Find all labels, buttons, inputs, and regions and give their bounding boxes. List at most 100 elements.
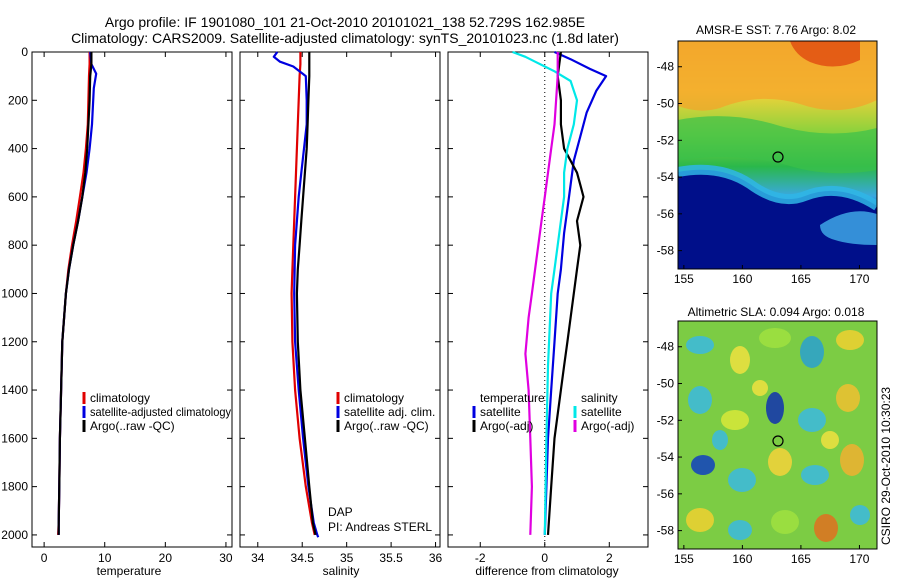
sst-map <box>678 41 877 269</box>
series-line-cyan <box>512 50 579 535</box>
side-timestamp: CSIRO 29-Oct-2010 10:30:23 <box>879 387 893 545</box>
sst-map-axes: 155 160 165 170 -48 -50 -52 -54 -56 -58 <box>657 60 870 286</box>
x-tick-label: 20 <box>159 551 173 565</box>
map-x-tick-label: 165 <box>791 552 811 566</box>
sla-blob <box>759 328 791 348</box>
map-y-tick-label: -58 <box>657 244 675 258</box>
sst-green-band <box>678 116 877 174</box>
map-y-tick-label: -56 <box>657 487 675 501</box>
map-x-tick-label: 160 <box>732 272 752 286</box>
temperature-legend: climatology satellite-adjusted climatolo… <box>82 391 231 433</box>
map-x-tick-label: 155 <box>674 552 694 566</box>
temperature-axes <box>31 51 233 548</box>
sla-blob <box>730 346 750 374</box>
sla-blob <box>840 444 864 476</box>
map-y-tick-label: -58 <box>657 524 675 538</box>
sla-blob <box>686 336 714 354</box>
sla-blob <box>728 468 756 492</box>
map-y-tick-label: -54 <box>657 450 675 464</box>
series-line-magenta <box>524 52 559 535</box>
y-tick-label: 1000 <box>1 286 28 300</box>
x-tick-label: 34 <box>251 551 265 565</box>
x-tick-label: -2 <box>475 551 486 565</box>
y-tick-label: 600 <box>8 190 28 204</box>
sla-blob <box>800 336 824 368</box>
header-line-2: Climatology: CARS2009. Satellite-adjuste… <box>71 30 619 46</box>
x-tick-label: 10 <box>98 551 112 565</box>
sst-map-title: AMSR-E SST: 7.76 Argo: 8.02 <box>696 23 856 37</box>
map-y-tick-label: -48 <box>657 340 675 354</box>
sst-lightblue-tongue <box>820 211 877 245</box>
legend-climatology: climatology <box>344 391 404 405</box>
x-tick-label: 35.5 <box>379 551 403 565</box>
difference-xlabel: difference from climatology <box>475 564 618 578</box>
sla-blob <box>721 410 749 430</box>
legend-temperature-heading: temperature <box>480 391 545 405</box>
sla-blob <box>691 455 715 475</box>
difference-axes <box>447 51 649 548</box>
map-x-tick-label: 170 <box>849 272 869 286</box>
series-line-red <box>290 52 316 536</box>
sla-blob <box>686 508 714 532</box>
y-tick-label: 1800 <box>1 480 28 494</box>
y-tick-label: 800 <box>8 238 28 252</box>
map-y-tick-label: -52 <box>657 413 675 427</box>
header-line-1: Argo profile: IF 1901080_101 21-Oct-2010… <box>105 14 585 30</box>
series-line-black <box>295 52 317 536</box>
series-line-blue <box>543 50 608 535</box>
series-line-black <box>57 52 93 535</box>
sla-blob <box>801 465 829 485</box>
sla-blob <box>798 408 826 432</box>
sla-blob <box>728 520 752 540</box>
map-y-tick-label: -50 <box>657 377 675 391</box>
legend-satellite-adj: satellite adj. clim. <box>344 405 435 419</box>
dap-label: DAP <box>328 505 353 519</box>
legend-argo: Argo(..raw -QC) <box>90 419 175 433</box>
sla-blob <box>752 380 768 396</box>
map-x-tick-label: 170 <box>849 552 869 566</box>
sla-blob <box>688 386 712 414</box>
y-tick-label: 1200 <box>1 335 28 349</box>
sla-blob <box>814 514 838 542</box>
map-x-tick-label: 160 <box>732 552 752 566</box>
sla-blob <box>766 392 784 424</box>
legend-salinity-heading: salinity <box>581 391 618 405</box>
sst-cyan-front <box>678 164 877 211</box>
y-tick-label: 400 <box>8 142 28 156</box>
legend-climatology: climatology <box>90 391 150 405</box>
series-line-blue <box>57 51 98 535</box>
y-tick-label: 0 <box>21 45 28 59</box>
y-tick-label: 1600 <box>1 431 28 445</box>
sla-blob <box>771 510 799 534</box>
x-tick-label: 0 <box>541 551 548 565</box>
legend-temp-satellite: satellite <box>480 405 521 419</box>
sst-map-frame <box>677 40 878 270</box>
y-tick-label: 1400 <box>1 383 28 397</box>
pi-label: PI: Andreas STERL <box>328 520 432 534</box>
map-x-tick-label: 165 <box>791 272 811 286</box>
sla-map-title: Altimetric SLA: 0.094 Argo: 0.018 <box>688 305 865 319</box>
map-y-tick-label: -54 <box>657 170 675 184</box>
y-tick-label: 200 <box>8 93 28 107</box>
map-y-tick-label: -48 <box>657 60 675 74</box>
x-tick-label: 0 <box>41 551 48 565</box>
salinity-legend: climatology satellite adj. clim. Argo(..… <box>336 391 435 433</box>
sla-field <box>678 321 877 549</box>
legend-sal-satellite: satellite <box>581 405 622 419</box>
sla-blob <box>836 384 860 412</box>
sla-blob <box>821 431 839 449</box>
y-tick-label: 2000 <box>1 528 28 542</box>
sla-blob <box>712 430 728 450</box>
map-x-tick-label: 155 <box>674 272 694 286</box>
series-line-red <box>57 52 91 535</box>
map-y-tick-label: -52 <box>657 133 675 147</box>
legend-temp-argo: Argo(-adj) <box>480 419 533 433</box>
legend-sal-argo: Argo(-adj) <box>581 419 634 433</box>
sla-anomaly-blobs <box>686 328 870 542</box>
difference-legend: temperature satellite Argo(-adj) salinit… <box>472 391 634 433</box>
sst-argo-marker <box>772 151 784 163</box>
sla-blob <box>768 448 792 476</box>
temperature-chart: 0 200 400 600 800 1000 1200 1400 1600 1800 2000 0 10… <box>1 45 233 565</box>
salinity-xlabel: salinity <box>323 564 360 578</box>
